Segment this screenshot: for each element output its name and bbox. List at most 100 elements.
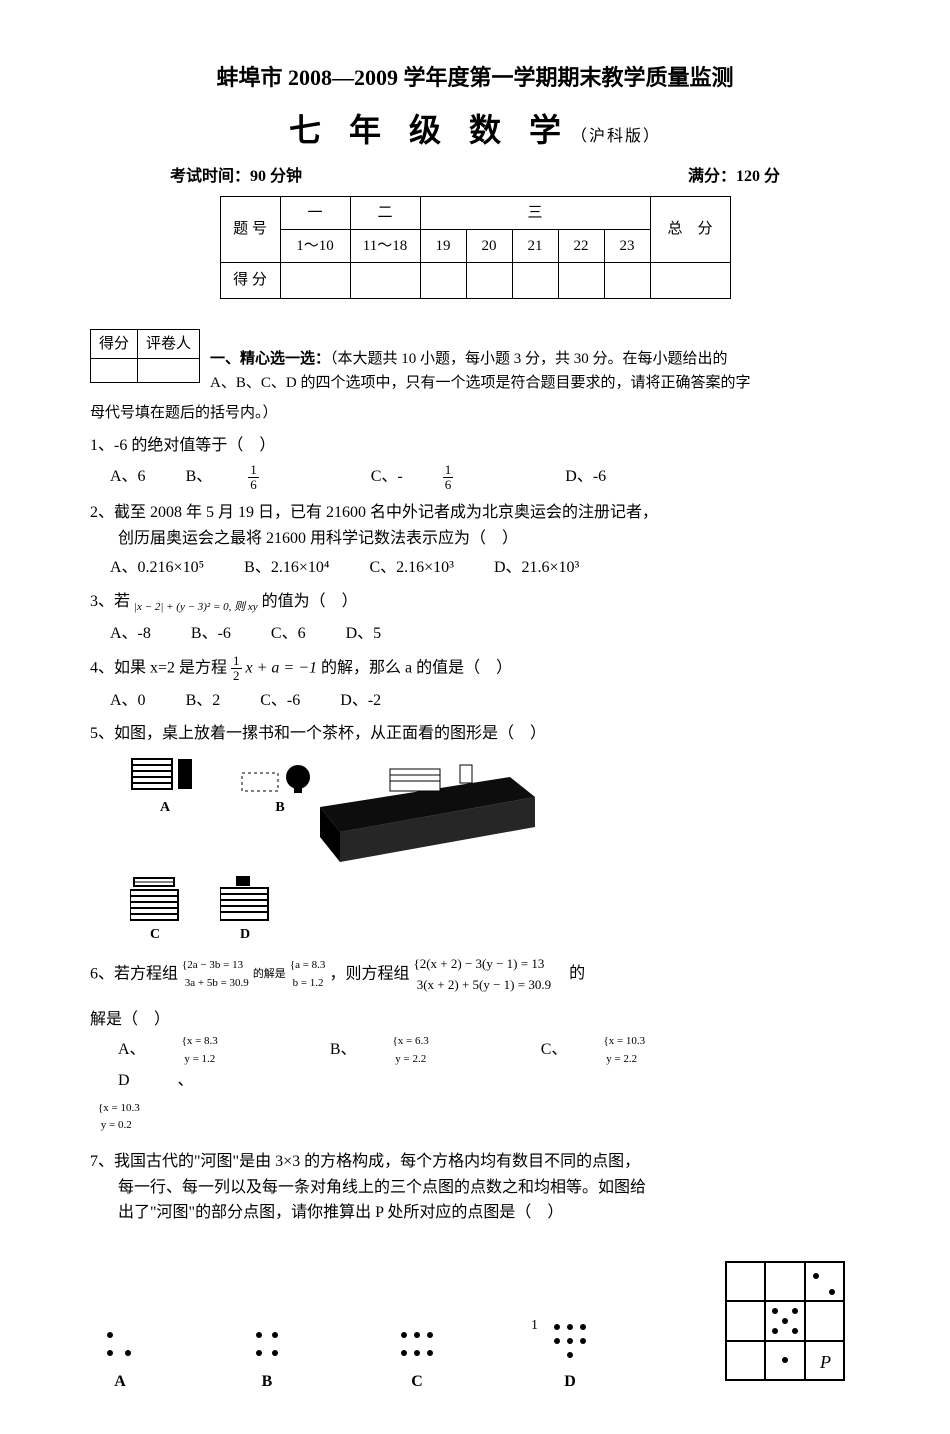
hetu-grid-icon: P xyxy=(720,1256,850,1386)
title-sub: （沪科版） xyxy=(571,128,661,145)
question-1: 1、-6 的绝对值等于（ ） xyxy=(90,433,860,459)
option-a: A、0 xyxy=(110,688,146,714)
exam-title-line2: 七 年 级 数 学（沪科版） xyxy=(90,105,860,156)
cell xyxy=(350,262,420,298)
equation-system-sol-label: 的解是 xyxy=(253,966,286,984)
question-text: ，则方程组 xyxy=(329,965,409,982)
equation-system-2: {2(x + 2) − 3(y − 1) = 13 3(x + 2) + 5(y… xyxy=(413,954,551,996)
cell: 一 xyxy=(280,196,350,229)
option-d: D、21.6×10³ xyxy=(494,555,579,581)
hetu-p-label: P xyxy=(819,1352,831,1372)
books-and-cup-icon xyxy=(240,755,320,795)
section-desc: （本大题共 10 小题，每小题 3 分，共 30 分。在每小题给出的 xyxy=(330,351,728,367)
dots-icon xyxy=(100,1325,140,1365)
option-c: C、2.16×10³ xyxy=(369,555,454,581)
question-1-options: A、6 B、16 C、- 16 D、-6 xyxy=(90,463,860,493)
option-a: A、{x = 8.3 y = 1.2 xyxy=(118,1033,290,1068)
cell xyxy=(650,262,730,298)
option-a-figure: A xyxy=(130,755,200,819)
cell-score-label: 得 分 xyxy=(220,262,280,298)
option-b: B、{x = 6.3 y = 2.2 xyxy=(330,1033,501,1068)
question-text: 的解，那么 a 的值是（ ） xyxy=(321,660,512,677)
hetu-grid: P xyxy=(720,1256,850,1395)
section-title: 一、精心选一选： xyxy=(210,351,330,367)
question-formula: x + a = −1 xyxy=(246,660,318,677)
section-desc: A、B、C、D 的四个选项中，只有一个选项是符合题目要求的，请将正确答案的字 xyxy=(90,371,860,395)
option-c-figure: C xyxy=(394,1325,440,1395)
full-score: 满分：120 分 xyxy=(688,164,780,190)
option-label: A xyxy=(100,1369,140,1395)
option-b-figure: B xyxy=(247,1325,287,1395)
option-b: B、2.16×10⁴ xyxy=(244,555,329,581)
exam-time: 考试时间：90 分钟 xyxy=(170,164,302,190)
option-c-figure: C xyxy=(130,876,180,946)
equation-system-1: {2a − 3b = 13 3a + 5b = 30.9 xyxy=(182,957,249,992)
cell: 二 xyxy=(350,196,420,229)
option-d-system: {x = 10.3 y = 0.2 xyxy=(90,1100,860,1135)
question-3-options: A、-8 B、-6 C、6 D、5 xyxy=(90,621,860,647)
option-b-figure: B xyxy=(240,755,320,819)
option-d-figure: D xyxy=(220,876,270,946)
books-icon xyxy=(130,876,180,922)
section-1-header: 得分 评卷人 一、精心选一选：（本大题共 10 小题，每小题 3 分，共 30 … xyxy=(90,329,860,395)
table-row: 题 号 一 二 三 总 分 xyxy=(220,196,730,229)
table-row: 得 分 xyxy=(220,262,730,298)
option-d: D、5 xyxy=(346,621,382,647)
cell-qnum-label: 题 号 xyxy=(220,196,280,262)
question-4: 4、如果 x=2 是方程 12 x + a = −1 的解，那么 a 的值是（ … xyxy=(90,654,860,684)
score-label: 得分 xyxy=(91,329,138,358)
section-desc: 母代号填在题后的括号内。） xyxy=(90,401,860,425)
score-summary-table: 题 号 一 二 三 总 分 1～10 11～18 19 20 21 22 23 … xyxy=(220,196,731,299)
cell: 1～10 xyxy=(280,229,350,262)
cell xyxy=(512,262,558,298)
question-7-figures: A B C 1 D xyxy=(90,1256,860,1395)
page-num-1: 1 xyxy=(531,1315,538,1337)
question-5: 5、如图，桌上放着一摞书和一个茶杯，从正面看的图形是（ ） xyxy=(90,721,860,747)
question-6-options: A、{x = 8.3 y = 1.2 B、{x = 6.3 y = 2.2 C、… xyxy=(90,1033,860,1094)
cell: 23 xyxy=(604,229,650,262)
question-text: 的值为（ ） xyxy=(262,593,358,610)
option-c: C、{x = 10.3 y = 2.2 xyxy=(541,1033,717,1068)
option-label: B xyxy=(247,1369,287,1395)
dots-icon xyxy=(547,1319,593,1365)
question-7: 7、我国古代的"河图"是由 3×3 的方格构成，每个方格内均有数目不同的点图， … xyxy=(90,1149,860,1226)
option-b: B、2 xyxy=(186,688,221,714)
question-formula: |x − 2| + (y − 3)² = 0, 则 xy xyxy=(134,601,258,613)
question-text: 7、我国古代的"河图"是由 3×3 的方格构成，每个方格内均有数目不同的点图， xyxy=(90,1149,860,1175)
cell: 三 xyxy=(420,196,650,229)
exam-title-line1: 蚌埠市 2008—2009 学年度第一学期期末教学质量监测 xyxy=(90,60,860,95)
option-a: A、-8 xyxy=(110,621,151,647)
table-book-cup-icon xyxy=(310,757,540,867)
dots-icon xyxy=(394,1325,440,1365)
option-label: C xyxy=(394,1369,440,1395)
cell: 21 xyxy=(512,229,558,262)
section-1-instructions: 一、精心选一选：（本大题共 10 小题，每小题 3 分，共 30 分。在每小题给… xyxy=(90,329,860,395)
grader-score-box: 得分 评卷人 xyxy=(90,329,200,383)
question-3: 3、若 |x − 2| + (y − 3)² = 0, 则 xy 的值为（ ） xyxy=(90,589,860,617)
question-text: 每一行、每一列以及每一条对角线上的三个点图的点数之和均相等。如图给 xyxy=(90,1175,860,1201)
option-b: B、16 xyxy=(186,463,331,493)
cell xyxy=(466,262,512,298)
question-2: 2、截至 2008 年 5 月 19 日，已有 21600 名中外记者成为北京奥… xyxy=(90,500,860,551)
question-4-options: A、0 B、2 C、-6 D、-2 xyxy=(90,688,860,714)
option-a: A、0.216×10⁵ xyxy=(110,555,204,581)
option-a-figure: A xyxy=(100,1325,140,1395)
question-6: 6、若方程组 {2a − 3b = 13 3a + 5b = 30.9 的解是 … xyxy=(90,954,860,996)
question-6-line2: 解是（ ） xyxy=(90,1007,860,1033)
score-blank xyxy=(91,358,138,382)
title-main: 七 年 级 数 学 xyxy=(289,112,571,148)
option-b: B、-6 xyxy=(191,621,231,647)
question-text: 出了"河图"的部分点图，请你推算出 P 处所对应的点图是（ ） xyxy=(90,1200,860,1226)
books-and-cup-stacked-icon xyxy=(220,876,270,922)
option-d-figure: 1 D xyxy=(547,1319,593,1395)
option-d: D、-2 xyxy=(340,688,381,714)
question-text: 创历届奥运会之最将 21600 用科学记数法表示应为（ ） xyxy=(90,526,860,552)
option-label: C xyxy=(130,924,180,946)
books-and-cup-icon xyxy=(130,755,200,795)
option-label: D xyxy=(547,1369,593,1395)
cell-total: 总 分 xyxy=(650,196,730,262)
option-d: D 、 xyxy=(118,1068,194,1094)
cell xyxy=(558,262,604,298)
question-text: 3、若 xyxy=(90,593,130,610)
question-text: 6、若方程组 xyxy=(90,965,178,982)
